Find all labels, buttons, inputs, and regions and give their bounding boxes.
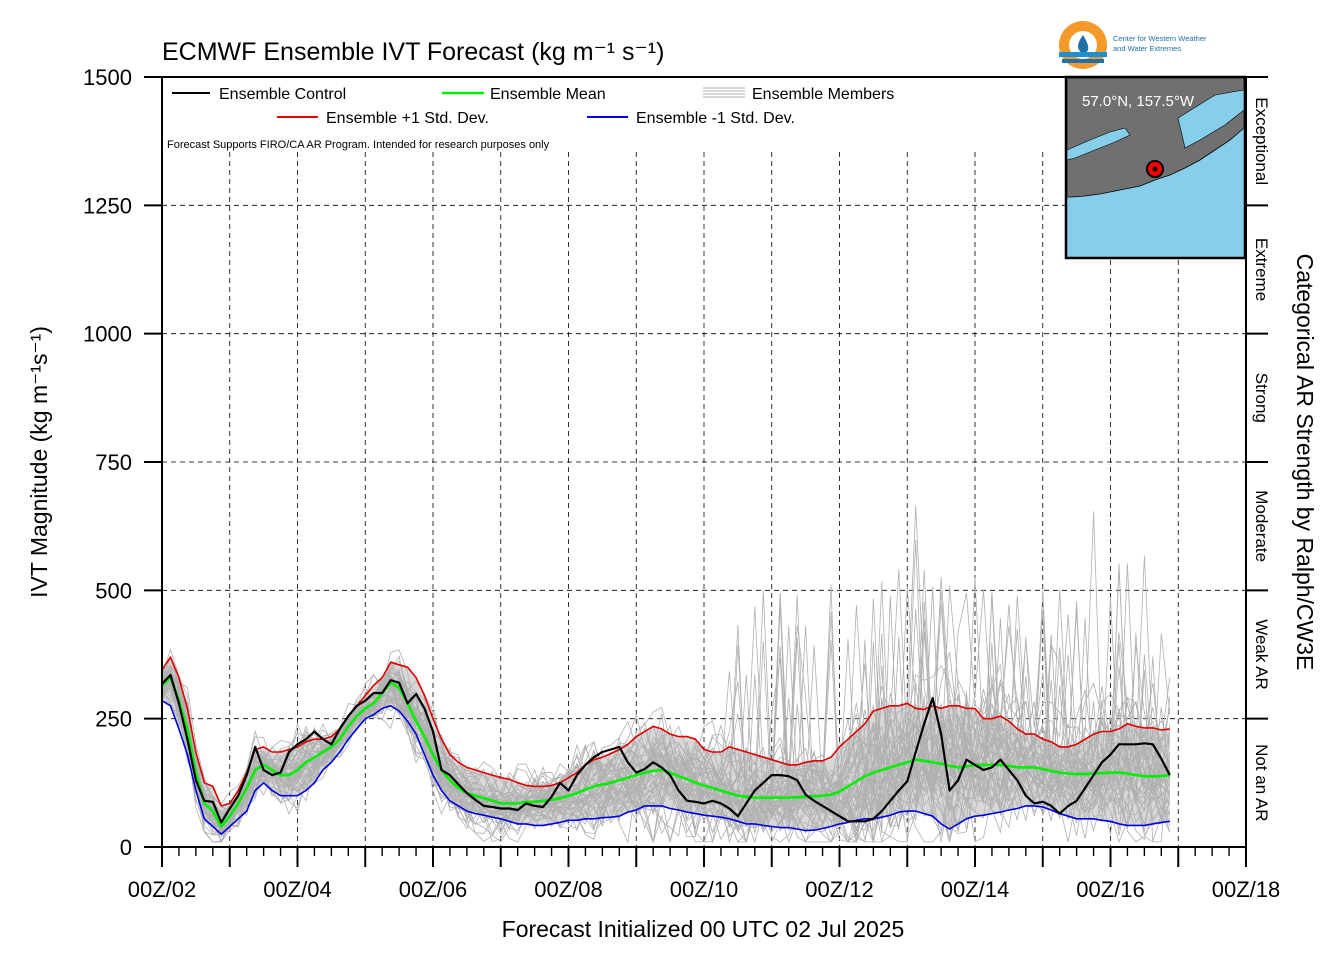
x-tick-label: 00Z/16 [1076, 877, 1145, 902]
category-label: Not an AR [1252, 744, 1271, 822]
control-line [161, 673, 1171, 824]
cw3e-logo: Center for Western Weather and Water Ext… [1059, 21, 1207, 69]
x-tick-label: 00Z/10 [670, 877, 739, 902]
category-label: Exceptional [1252, 97, 1271, 185]
research-note: Forecast Supports FIRO/CA AR Program. In… [167, 139, 550, 151]
y-tick-label: 1500 [83, 65, 132, 90]
y-tick-label: 750 [95, 450, 132, 475]
category-label: Weak AR [1252, 619, 1271, 690]
minus-line [161, 700, 1170, 835]
category-label: Moderate [1252, 490, 1271, 562]
x-tick-label: 00Z/14 [941, 877, 1010, 902]
y-tick-label: 1000 [83, 322, 132, 347]
x-tick-label: 00Z/18 [1212, 877, 1281, 902]
legend-minus: Ensemble -1 Std. Dev. [636, 110, 795, 127]
x-tick-label: 00Z/02 [128, 877, 197, 902]
legend-control: Ensemble Control [219, 86, 346, 103]
category-axis: Exceptional Extreme Strong Moderate Weak AR N… [1246, 76, 1271, 822]
bristol-bay [1066, 127, 1131, 161]
member-line [161, 576, 1171, 842]
legend-mean: Ensemble Mean [490, 86, 606, 103]
legend: Ensemble Control Ensemble Mean Ensemble … [167, 86, 894, 151]
member-line [161, 655, 1170, 835]
x-axis: 00Z/02 00Z/04 00Z/06 00Z/08 00Z/10 00Z/12 00Z/… [128, 847, 1281, 902]
water-drop-icon [1078, 35, 1089, 53]
member-line [161, 649, 1171, 843]
x-tick-label: 00Z/04 [263, 877, 332, 902]
plus-line [161, 656, 1170, 807]
y-axis: 0 250 500 750 1000 1250 1500 [83, 65, 162, 860]
logo-line1: Center for Western Weather [1113, 34, 1207, 43]
x-tick-label: 00Z/06 [399, 877, 468, 902]
y-axis-label: IVT Magnitude (kg m⁻¹s⁻¹) [26, 326, 52, 598]
series-lines [161, 656, 1171, 835]
category-label: Strong [1252, 373, 1271, 423]
chart-title: ECMWF Ensemble IVT Forecast (kg m⁻¹ s⁻¹) [162, 38, 664, 66]
map-location: 57.0°N, 157.5°W [1082, 93, 1195, 110]
right-axis-label: Categorical AR Strength by Ralph/CW3E [1292, 254, 1318, 671]
cook-inlet [1177, 89, 1245, 149]
legend-members-swatch [703, 87, 745, 98]
y-tick-label: 500 [95, 578, 132, 603]
member-line [161, 577, 1171, 844]
legend-members: Ensemble Members [752, 86, 894, 103]
member-line [161, 641, 1171, 844]
member-line [161, 632, 1171, 841]
map-inset: 57.0°N, 157.5°W [1064, 75, 1247, 260]
y-tick-label: 250 [95, 707, 132, 732]
member-line [161, 671, 1171, 843]
x-tick-label: 00Z/08 [534, 877, 603, 902]
category-label: Extreme [1252, 238, 1271, 301]
logo-line2: and Water Extremes [1113, 44, 1181, 53]
x-axis-label: Forecast Initialized 00 UTC 02 Jul 2025 [502, 916, 905, 942]
legend-plus: Ensemble +1 Std. Dev. [326, 110, 489, 127]
y-tick-label: 0 [120, 835, 132, 860]
x-tick-label: 00Z/12 [805, 877, 874, 902]
y-tick-label: 1250 [83, 193, 132, 218]
